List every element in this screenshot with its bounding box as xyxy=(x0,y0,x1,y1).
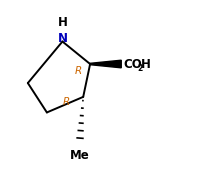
Text: Me: Me xyxy=(70,149,89,162)
Text: CO: CO xyxy=(122,57,141,71)
Text: N: N xyxy=(57,32,67,45)
Text: H: H xyxy=(57,16,67,29)
Text: 2: 2 xyxy=(137,64,142,73)
Polygon shape xyxy=(90,60,121,68)
Text: R: R xyxy=(74,66,81,76)
Text: H: H xyxy=(140,57,150,71)
Text: R: R xyxy=(62,97,69,107)
